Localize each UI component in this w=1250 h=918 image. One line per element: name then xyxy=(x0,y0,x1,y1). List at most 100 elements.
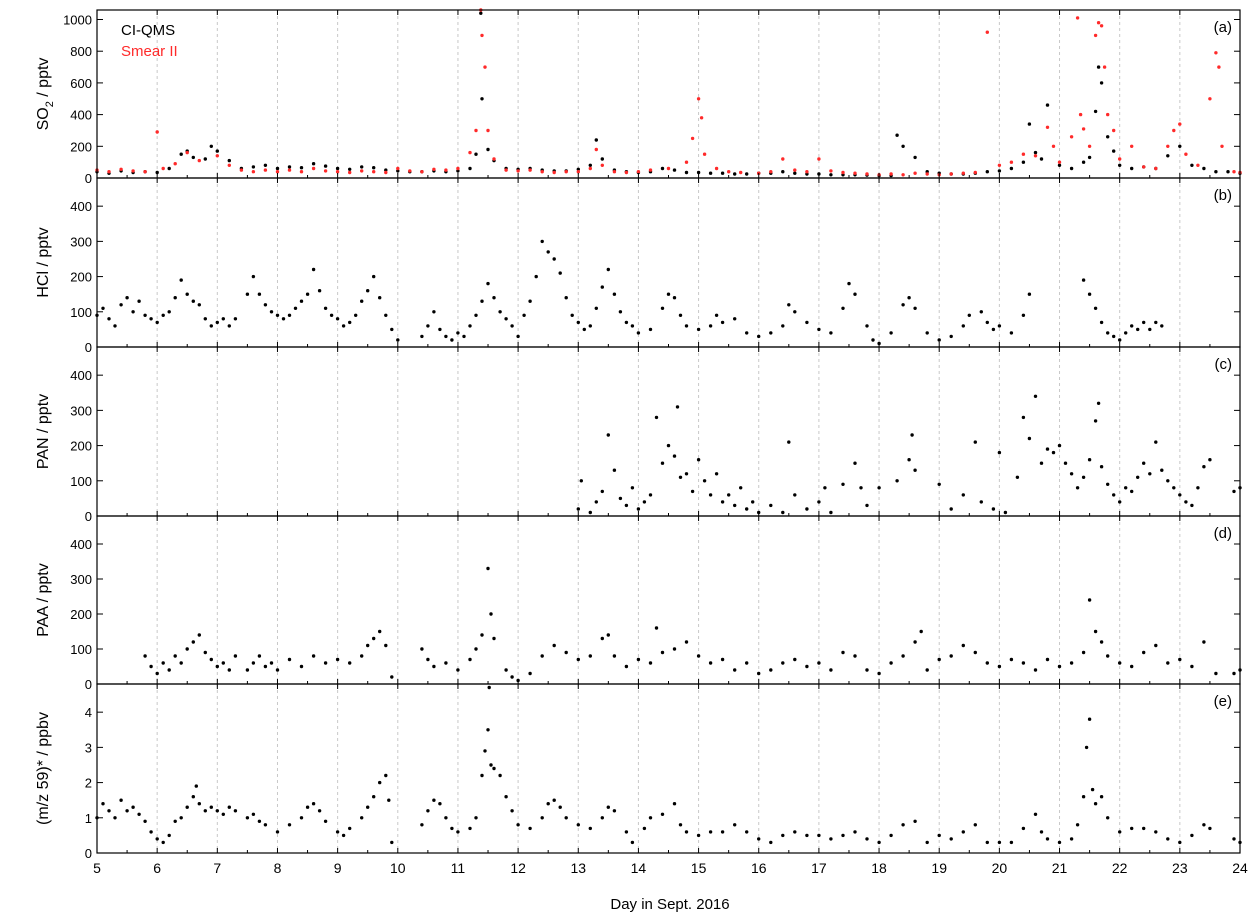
data-point xyxy=(257,654,262,658)
data-point xyxy=(257,819,262,823)
data-point xyxy=(143,170,147,174)
data-point xyxy=(648,493,653,497)
data-point xyxy=(1118,157,1122,161)
data-point xyxy=(829,169,833,173)
data-point xyxy=(209,324,213,328)
data-point xyxy=(366,643,370,648)
data-point xyxy=(552,643,556,648)
data-point xyxy=(672,454,677,458)
y-tick-label: 200 xyxy=(70,607,92,622)
data-point xyxy=(925,172,929,176)
data-point xyxy=(1045,657,1050,662)
data-point xyxy=(185,647,189,651)
data-point xyxy=(483,749,487,753)
data-point xyxy=(1027,436,1032,441)
data-point xyxy=(1217,65,1221,69)
data-point xyxy=(227,324,231,328)
data-point xyxy=(487,685,491,690)
data-point xyxy=(919,629,923,634)
data-point xyxy=(817,327,821,332)
y-tick-label: 0 xyxy=(85,340,92,355)
data-point xyxy=(648,661,653,665)
y-tick-label: 300 xyxy=(70,572,92,587)
data-point xyxy=(666,292,671,296)
data-point xyxy=(215,664,219,669)
data-point xyxy=(733,823,737,827)
data-point xyxy=(498,310,502,314)
data-point xyxy=(1190,163,1194,167)
data-point xyxy=(1220,144,1224,148)
data-point xyxy=(546,802,550,806)
data-point xyxy=(684,160,689,164)
data-point xyxy=(654,415,659,420)
data-point xyxy=(1130,144,1134,148)
data-point xyxy=(708,493,713,497)
data-point xyxy=(1081,127,1086,131)
data-point xyxy=(149,830,153,834)
data-point xyxy=(263,823,268,827)
data-point xyxy=(335,317,340,321)
data-point xyxy=(1130,166,1134,171)
data-point xyxy=(546,250,550,254)
data-point xyxy=(781,170,785,174)
data-point xyxy=(329,313,334,317)
x-tick-label: 24 xyxy=(1232,860,1248,876)
data-point xyxy=(684,170,689,175)
data-point xyxy=(107,317,111,321)
data-point xyxy=(179,278,183,282)
data-point xyxy=(678,475,683,479)
data-point xyxy=(1099,320,1104,325)
data-point xyxy=(1196,163,1200,167)
data-point xyxy=(660,812,665,816)
data-point xyxy=(1232,671,1236,676)
data-point xyxy=(1118,338,1122,342)
data-point xyxy=(384,168,388,172)
data-point xyxy=(606,433,610,437)
data-point xyxy=(949,172,953,176)
data-point xyxy=(504,168,508,172)
data-point xyxy=(1075,486,1080,490)
data-point xyxy=(251,812,256,816)
panel-d: 0 100 200 300 400 (d) PAA / pptv xyxy=(35,515,1242,692)
data-point xyxy=(1069,135,1074,139)
data-point xyxy=(492,766,496,771)
data-point xyxy=(281,317,286,321)
data-point xyxy=(1232,489,1236,494)
data-point xyxy=(299,166,304,170)
y-tick-label: 800 xyxy=(70,44,92,59)
data-point xyxy=(733,317,737,321)
data-point xyxy=(1154,440,1158,444)
y-axis-label: PAA / pptv xyxy=(35,563,52,637)
data-point xyxy=(287,313,292,317)
data-point xyxy=(1057,664,1062,669)
data-point xyxy=(925,668,929,672)
data-point xyxy=(1196,486,1200,490)
data-point xyxy=(131,310,135,314)
x-tick-label: 9 xyxy=(334,860,342,876)
data-point xyxy=(372,795,376,799)
data-point xyxy=(624,664,629,669)
data-point xyxy=(1148,327,1152,332)
data-point xyxy=(125,809,129,813)
data-point xyxy=(877,486,881,490)
data-point xyxy=(1087,458,1092,462)
data-point xyxy=(1033,150,1038,155)
panel-label: (e) xyxy=(1214,693,1232,710)
data-point xyxy=(480,299,484,303)
data-point xyxy=(161,840,165,845)
data-point xyxy=(739,486,743,490)
data-point xyxy=(510,675,514,679)
x-tick-label: 21 xyxy=(1052,860,1068,876)
x-tick-label: 8 xyxy=(274,860,282,876)
data-point xyxy=(245,668,250,672)
data-point xyxy=(600,816,604,820)
data-point xyxy=(1124,331,1128,335)
panel-frame xyxy=(96,9,1241,179)
data-point xyxy=(781,324,785,328)
data-point xyxy=(215,809,219,813)
data-point xyxy=(348,170,352,175)
data-point xyxy=(528,299,532,303)
data-point xyxy=(579,479,583,483)
data-point xyxy=(408,169,412,173)
data-point xyxy=(1033,154,1038,158)
